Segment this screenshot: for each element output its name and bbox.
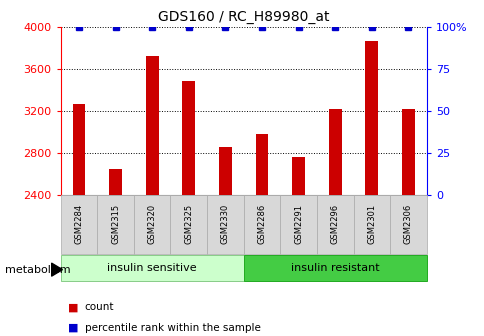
Text: percentile rank within the sample: percentile rank within the sample — [85, 323, 260, 333]
Text: GSM2325: GSM2325 — [184, 204, 193, 244]
Bar — [60, 255, 243, 281]
Bar — [60, 195, 97, 254]
Text: GSM2306: GSM2306 — [403, 204, 412, 244]
Bar — [389, 195, 426, 254]
Bar — [353, 195, 389, 254]
Text: insulin sensitive: insulin sensitive — [107, 263, 197, 273]
Bar — [328, 109, 341, 195]
Text: ■: ■ — [68, 302, 78, 312]
Text: GSM2301: GSM2301 — [366, 204, 376, 244]
Bar — [280, 195, 317, 254]
Bar — [243, 195, 280, 254]
Text: GSM2296: GSM2296 — [330, 204, 339, 244]
Bar — [365, 41, 378, 195]
Text: count: count — [85, 302, 114, 312]
Bar — [219, 146, 231, 195]
Bar — [109, 169, 121, 195]
Bar — [146, 56, 158, 195]
Bar — [292, 157, 304, 195]
Text: GSM2284: GSM2284 — [74, 204, 83, 244]
Text: metabolism: metabolism — [5, 265, 70, 276]
Text: GSM2315: GSM2315 — [111, 204, 120, 244]
Bar — [73, 103, 85, 195]
Bar — [207, 195, 243, 254]
Text: GSM2330: GSM2330 — [220, 204, 229, 244]
Polygon shape — [51, 263, 62, 276]
Bar — [401, 109, 414, 195]
Bar — [255, 134, 268, 195]
Bar — [317, 195, 353, 254]
Bar — [134, 195, 170, 254]
Text: ■: ■ — [68, 323, 78, 333]
Bar — [182, 82, 195, 195]
Bar — [97, 195, 134, 254]
Title: GDS160 / RC_H89980_at: GDS160 / RC_H89980_at — [158, 10, 329, 25]
Bar — [170, 195, 207, 254]
Text: GSM2320: GSM2320 — [147, 204, 156, 244]
Text: GSM2286: GSM2286 — [257, 204, 266, 244]
Text: insulin resistant: insulin resistant — [290, 263, 379, 273]
Text: GSM2291: GSM2291 — [293, 204, 302, 244]
Bar — [243, 255, 426, 281]
